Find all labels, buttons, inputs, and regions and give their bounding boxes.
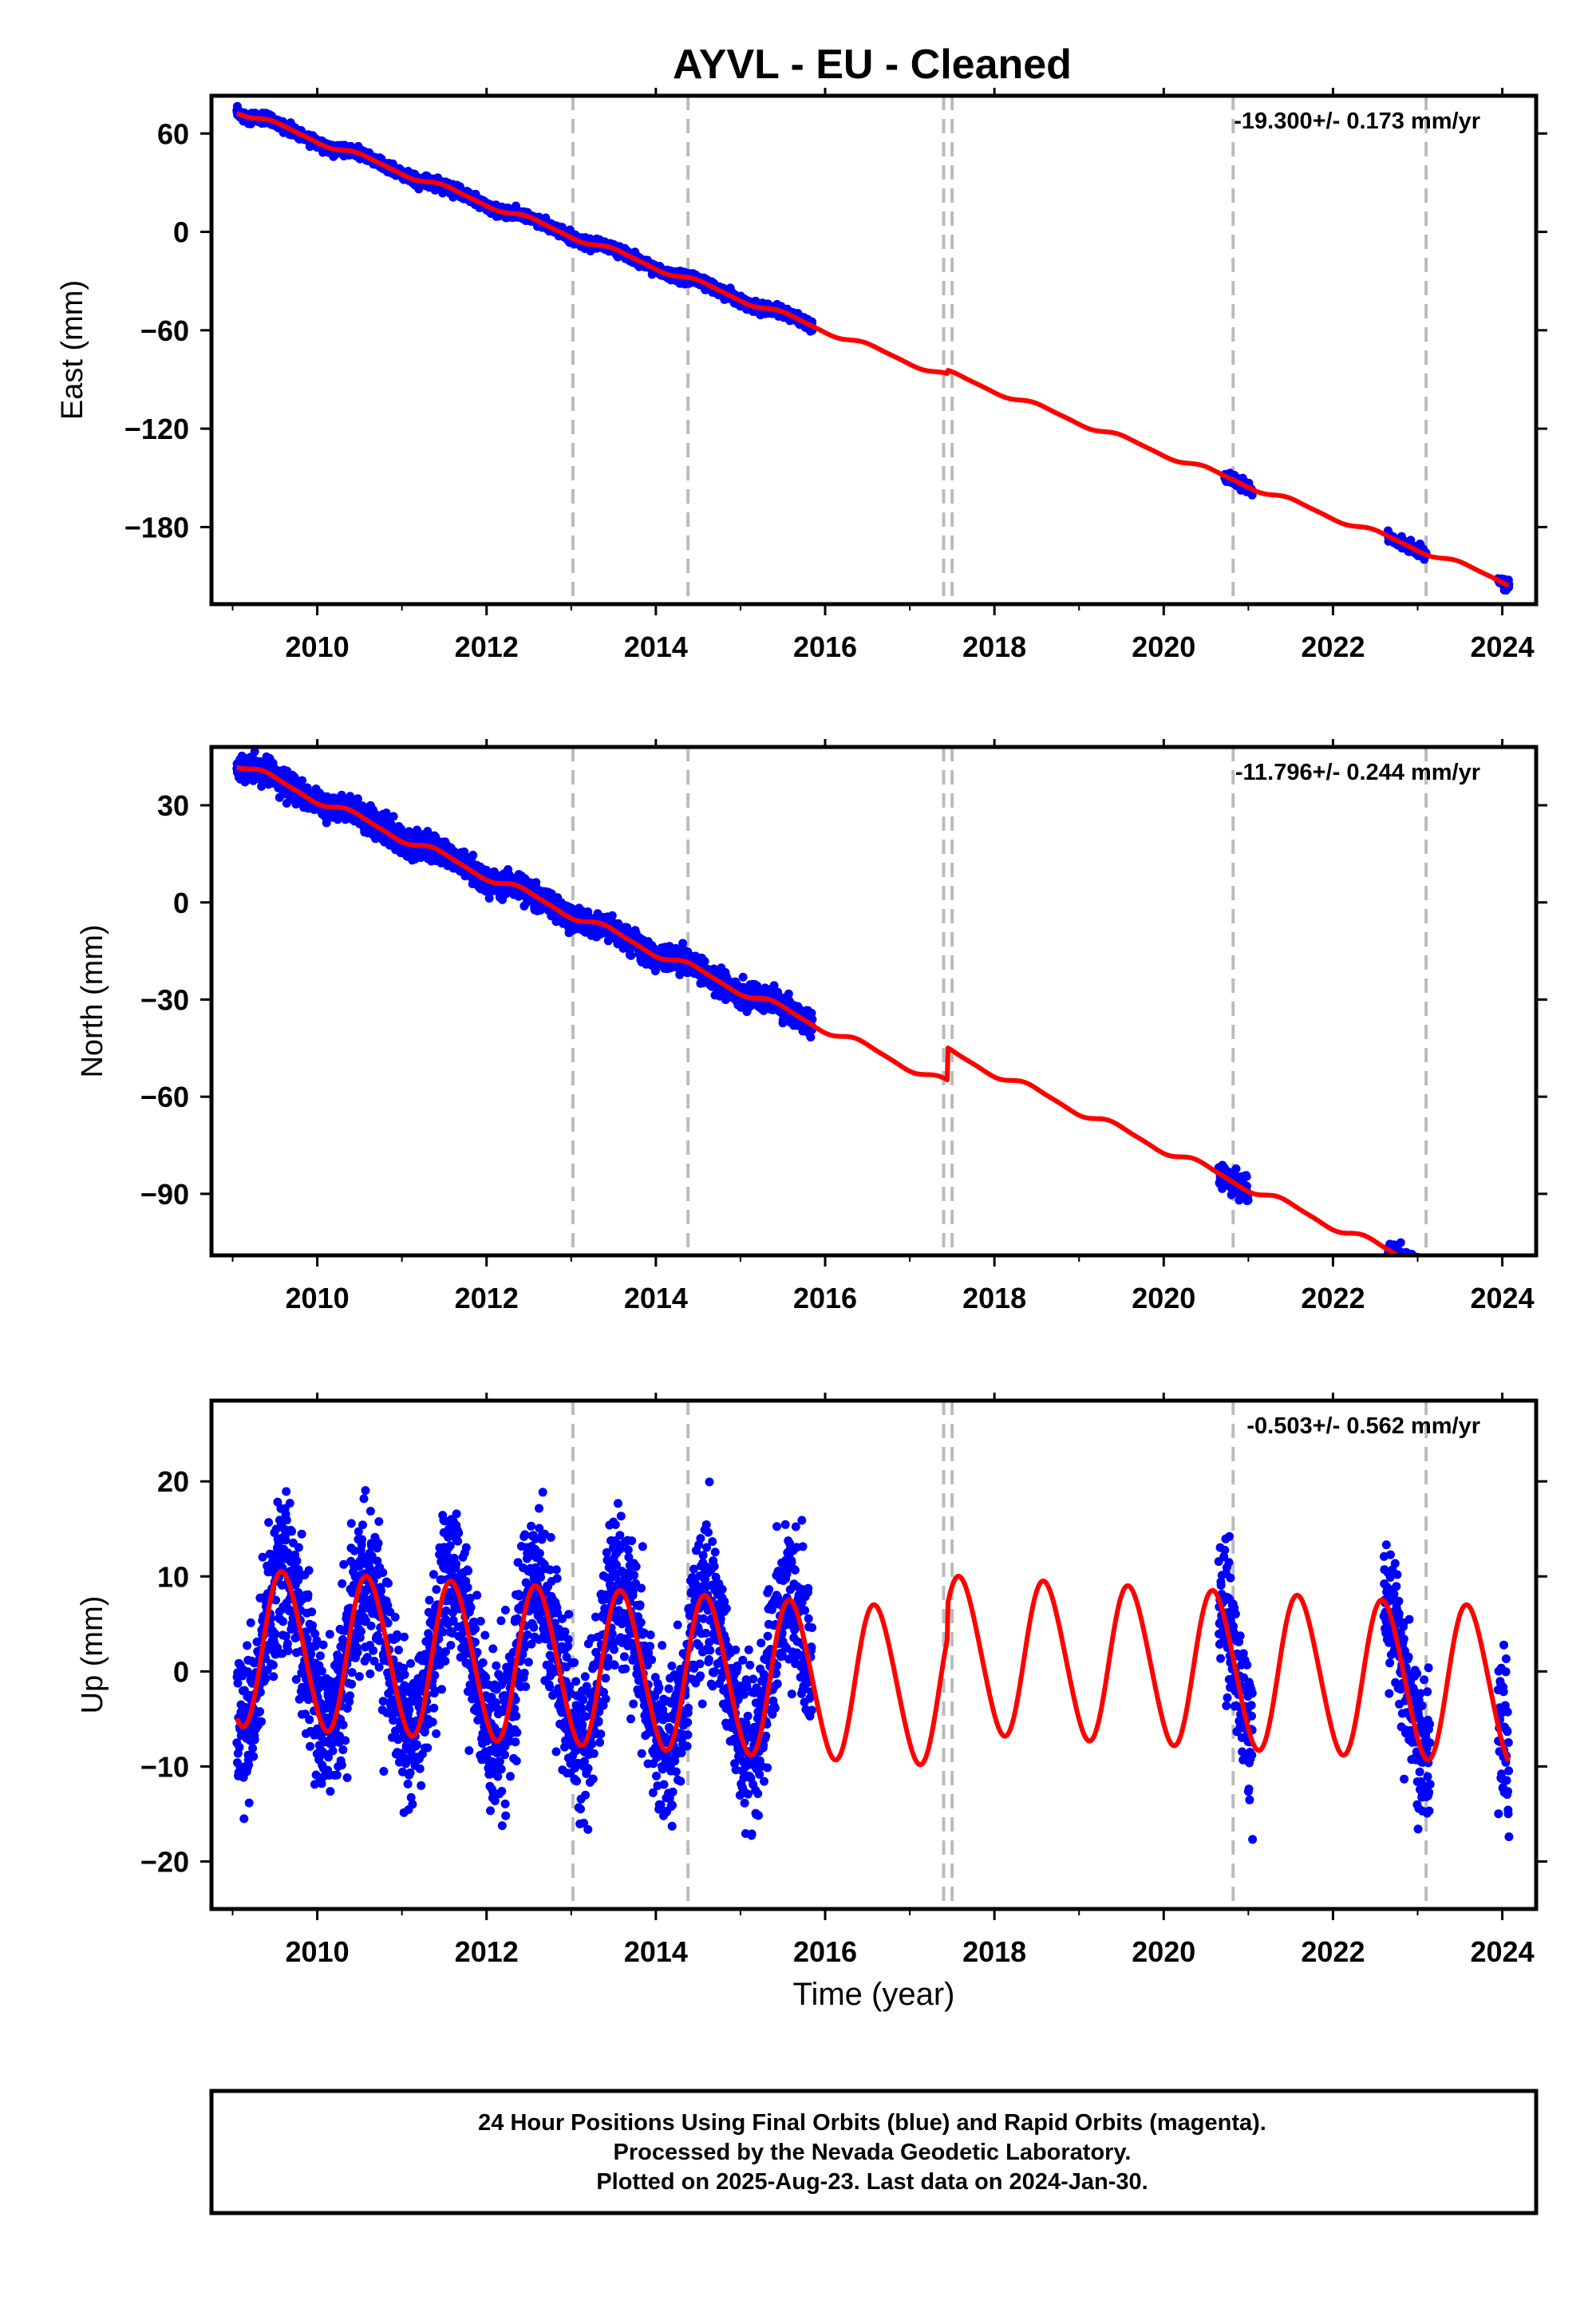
event-lines <box>571 747 1428 1255</box>
data-points <box>232 747 1425 1255</box>
y-tick-label: 0 <box>173 216 189 249</box>
chart-title: AYVL - EU - Cleaned <box>673 41 1072 88</box>
x-tick-label: 2012 <box>455 630 519 663</box>
x-tick-label: 2016 <box>793 630 857 663</box>
y-tick-label: 60 <box>157 117 189 150</box>
data-point <box>700 957 709 966</box>
data-point <box>626 951 636 960</box>
x-tick-label: 2024 <box>1471 630 1535 663</box>
data-point <box>389 812 398 821</box>
panel-east: 2010 2012 2014 2016 2018 2020 2022 2024 60 0 −60 −1… <box>56 88 1547 663</box>
y-axis-label: East (mm) <box>56 280 89 420</box>
model-line <box>235 111 1511 588</box>
y-tick-label: −180 <box>124 511 189 543</box>
panel-north: 2010 2012 2014 2016 2018 2020 2022 2024300−30−6… <box>76 739 1547 1314</box>
rate-annotation: -19.300+/- 0.173 mm/yr <box>1234 109 1480 134</box>
x-tick-label: 2020 <box>1132 630 1195 663</box>
y-tick-label: −60 <box>140 314 189 347</box>
data-point <box>531 878 541 887</box>
data-point <box>468 851 478 860</box>
y-axis: 60 0 −60 −120 −180 <box>124 117 1547 543</box>
x-tick-label: 2014 <box>624 630 688 663</box>
panels-group: 2010 2012 2014 2016 2018 2020 2022 2024 60 0 −60 −1… <box>56 88 1547 2012</box>
x-tick-label: 2018 <box>962 630 1026 663</box>
x-tick-label: 2022 <box>1301 630 1365 663</box>
event-lines <box>571 96 1428 604</box>
y-tick-label: −120 <box>124 413 189 445</box>
x-tick-label: 2010 <box>286 630 350 663</box>
